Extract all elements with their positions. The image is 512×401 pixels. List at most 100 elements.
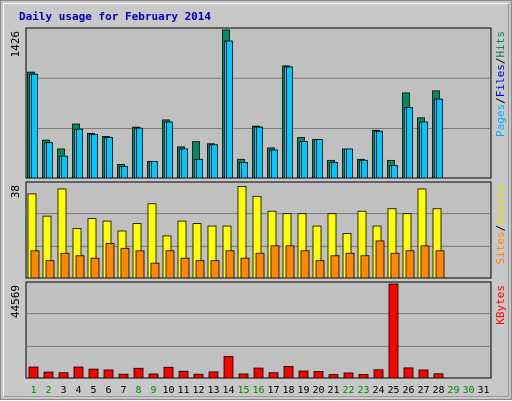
bar-kbytes-day-10 bbox=[163, 366, 174, 379]
x-tick-label: 10 bbox=[162, 385, 174, 396]
bar-sites-day-25 bbox=[390, 252, 400, 279]
legend-separator: / bbox=[494, 97, 507, 104]
bar-kbytes-day-26 bbox=[403, 367, 414, 379]
chart-title: Daily usage for February 2014 bbox=[19, 10, 211, 23]
x-tick-label: 24 bbox=[372, 385, 384, 396]
bar-kbytes-day-5 bbox=[88, 368, 99, 379]
bar-kbytes-day-6 bbox=[103, 369, 114, 379]
bar-pages-day-4 bbox=[76, 128, 83, 179]
x-tick-label: 16 bbox=[252, 385, 264, 396]
bar-sites-day-2 bbox=[45, 260, 55, 279]
bar-sites-day-26 bbox=[405, 250, 415, 279]
bar-pages-day-9 bbox=[151, 160, 158, 179]
x-tick-label: 3 bbox=[60, 385, 66, 396]
panel-background bbox=[25, 281, 492, 379]
bar-sites-day-28 bbox=[435, 250, 445, 279]
legend-separator: / bbox=[494, 58, 507, 65]
bar-pages-day-22 bbox=[346, 148, 353, 179]
bar-pages-day-1 bbox=[31, 73, 38, 179]
bar-sites-day-16 bbox=[255, 252, 265, 279]
bar-kbytes-day-9 bbox=[148, 373, 159, 379]
bar-kbytes-day-8 bbox=[133, 367, 144, 379]
x-tick-label: 25 bbox=[387, 385, 399, 396]
x-tick-label: 23 bbox=[357, 385, 369, 396]
bar-kbytes-day-25 bbox=[388, 283, 399, 379]
x-tick-label: 21 bbox=[327, 385, 339, 396]
x-tick-label: 20 bbox=[312, 385, 324, 396]
bar-pages-day-18 bbox=[286, 66, 293, 179]
panel-1: 1426 Pages/Files/Hits bbox=[9, 27, 507, 179]
bar-sites-day-14 bbox=[225, 250, 235, 279]
x-tick-label: 11 bbox=[177, 385, 189, 396]
bar-pages-day-23 bbox=[361, 159, 368, 179]
bar-kbytes-day-21 bbox=[328, 374, 339, 379]
bar-sites-day-21 bbox=[330, 255, 340, 279]
x-tick-label: 22 bbox=[342, 385, 354, 396]
bar-kbytes-day-27 bbox=[418, 369, 429, 379]
bar-sites-day-6 bbox=[105, 242, 115, 279]
bar-kbytes-day-20 bbox=[313, 371, 324, 379]
x-tick-label: 27 bbox=[417, 385, 429, 396]
bar-pages-day-5 bbox=[91, 134, 98, 179]
legend-separator: / bbox=[494, 225, 507, 232]
bar-sites-day-1 bbox=[30, 250, 40, 279]
x-tick-label: 6 bbox=[105, 385, 111, 396]
bar-kbytes-day-24 bbox=[373, 369, 384, 379]
y-axis-max-label: 1426 bbox=[9, 31, 22, 58]
bar-pages-day-27 bbox=[421, 121, 428, 179]
bar-sites-day-27 bbox=[420, 245, 430, 279]
bar-kbytes-day-22 bbox=[343, 372, 354, 379]
bar-kbytes-day-19 bbox=[298, 370, 309, 379]
bar-sites-day-12 bbox=[195, 260, 205, 279]
bar-kbytes-day-12 bbox=[193, 373, 204, 379]
bar-pages-day-12 bbox=[196, 158, 203, 179]
legend-item-sites: Sites bbox=[494, 231, 507, 264]
bar-kbytes-day-4 bbox=[73, 366, 84, 379]
x-tick-label: 29 bbox=[447, 385, 459, 396]
x-tick-label: 2 bbox=[45, 385, 51, 396]
x-tick-label: 26 bbox=[402, 385, 414, 396]
bar-pages-day-6 bbox=[106, 137, 113, 179]
bar-kbytes-day-7 bbox=[118, 373, 129, 379]
x-tick-label: 13 bbox=[207, 385, 219, 396]
x-tick-label: 8 bbox=[135, 385, 141, 396]
x-tick-label: 15 bbox=[237, 385, 249, 396]
legend-item-hits: Hits bbox=[494, 31, 507, 58]
bar-kbytes-day-13 bbox=[208, 371, 219, 379]
x-tick-label: 5 bbox=[90, 385, 96, 396]
x-tick-label: 17 bbox=[267, 385, 279, 396]
x-axis-labels: 1 2 3 4 5 6 7 8 9 10 11 12 13 14 15 16 17 18 19 20 21 22 23 24 2… bbox=[30, 385, 489, 396]
x-tick-label: 31 bbox=[477, 385, 489, 396]
y-axis-max-label: 38 bbox=[9, 185, 22, 198]
bar-pages-day-8 bbox=[136, 127, 143, 179]
bar-pages-day-7 bbox=[121, 166, 128, 179]
bar-sites-day-13 bbox=[210, 260, 220, 279]
bar-kbytes-day-14 bbox=[223, 356, 234, 379]
bar-pages-day-21 bbox=[331, 162, 338, 179]
bar-kbytes-day-15 bbox=[238, 373, 249, 379]
x-tick-label: 30 bbox=[462, 385, 474, 396]
x-tick-label: 12 bbox=[192, 385, 204, 396]
bar-sites-day-10 bbox=[165, 250, 175, 279]
legend-item-kbytes: KBytes bbox=[494, 285, 507, 325]
x-tick-label: 18 bbox=[282, 385, 294, 396]
legend-item-files: Files bbox=[494, 64, 507, 97]
bar-kbytes-day-23 bbox=[358, 374, 369, 379]
bar-pages-day-11 bbox=[181, 148, 188, 179]
x-tick-label: 28 bbox=[432, 385, 444, 396]
legend-item-visits: Visits bbox=[494, 185, 507, 225]
x-tick-label: 4 bbox=[75, 385, 81, 396]
bar-pages-day-3 bbox=[61, 155, 68, 179]
bar-pages-day-2 bbox=[46, 142, 53, 179]
x-tick-label: 1 bbox=[30, 385, 36, 396]
bar-pages-day-24 bbox=[376, 130, 383, 179]
bar-sites-day-7 bbox=[120, 247, 130, 279]
bar-kbytes-day-1 bbox=[28, 366, 39, 379]
legend: Pages/Files/Hits bbox=[494, 31, 507, 137]
bar-sites-day-11 bbox=[180, 257, 190, 279]
bar-kbytes-day-3 bbox=[58, 372, 69, 379]
bar-sites-day-9 bbox=[150, 262, 160, 279]
